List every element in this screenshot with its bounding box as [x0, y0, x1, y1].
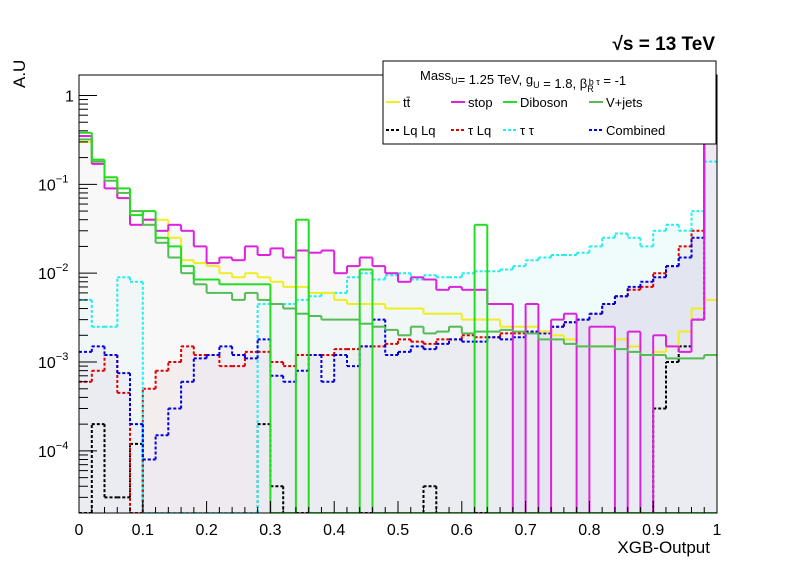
x-tick-label: 1 [713, 522, 722, 539]
x-tick-label: 0.7 [514, 522, 536, 539]
series-fills [79, 104, 717, 513]
legend-label: Lq Lq [403, 123, 436, 138]
x-tick-label: 0.1 [132, 522, 154, 539]
x-tick-label: 0 [75, 522, 84, 539]
legend-item-tau-lq: τ Lq [451, 123, 491, 138]
x-tick-label: 0.5 [387, 522, 409, 539]
x-tick-label: 0.9 [642, 522, 664, 539]
x-axis-label: XGB-Output [617, 538, 710, 557]
legend-item-diboson: Diboson [503, 95, 568, 110]
legend-item-ttbar: tt̄ [386, 95, 411, 110]
energy-label: √s = 13 TeV [613, 34, 716, 55]
legend-item-tau-tau: τ τ [503, 123, 535, 138]
legend-label: tt̄ [403, 95, 411, 110]
legend-label: τ Lq [468, 123, 491, 138]
legend-item-combined: Combined [589, 123, 665, 138]
y-tick-label: 1 [65, 88, 74, 105]
y-tick-label: 10−3 [38, 351, 68, 372]
legend-label: τ τ [520, 123, 535, 138]
series-lines [79, 96, 717, 513]
x-tick-label: 0.8 [578, 522, 600, 539]
x-tick-label: 0.3 [259, 522, 281, 539]
legend: MassU= 1.25 TeV, gU = 1.8, βRb τ = -1 tt… [382, 60, 717, 145]
x-axis: 0 0.1 0.2 0.3 0.4 0.5 0.6 0.7 0.8 0.9 1 [75, 501, 722, 539]
x-tick-label: 0.6 [451, 522, 473, 539]
legend-header: MassU= 1.25 TeV, gU = 1.8, βRb τ = -1 [420, 68, 626, 94]
legend-item-stop: stop [451, 95, 493, 110]
legend-label: Diboson [520, 95, 568, 110]
series-fill-stop [79, 115, 717, 513]
legend-label: Combined [606, 123, 665, 138]
legend-box [382, 60, 717, 145]
legend-entries: tt̄ stop Diboson V+jets Lq Lq τ Lq τ τ Combined [386, 95, 665, 138]
legend-item-v-jets: V+jets [589, 95, 643, 110]
legend-label: stop [468, 95, 493, 110]
y-tick-label: 10−4 [38, 440, 68, 461]
series-diboson [79, 131, 717, 513]
y-tick-label: 10−2 [38, 262, 68, 283]
y-axis: 1 10−1 10−2 10−3 10−4 [38, 88, 97, 514]
legend-item-lq-lq: Lq Lq [386, 123, 436, 138]
x-tick-label: 0.4 [323, 522, 345, 539]
x-tick-label: 0.2 [195, 522, 217, 539]
y-axis-label: A.U [10, 60, 29, 88]
y-tick-label: 10−1 [38, 173, 68, 194]
legend-label: V+jets [606, 95, 643, 110]
